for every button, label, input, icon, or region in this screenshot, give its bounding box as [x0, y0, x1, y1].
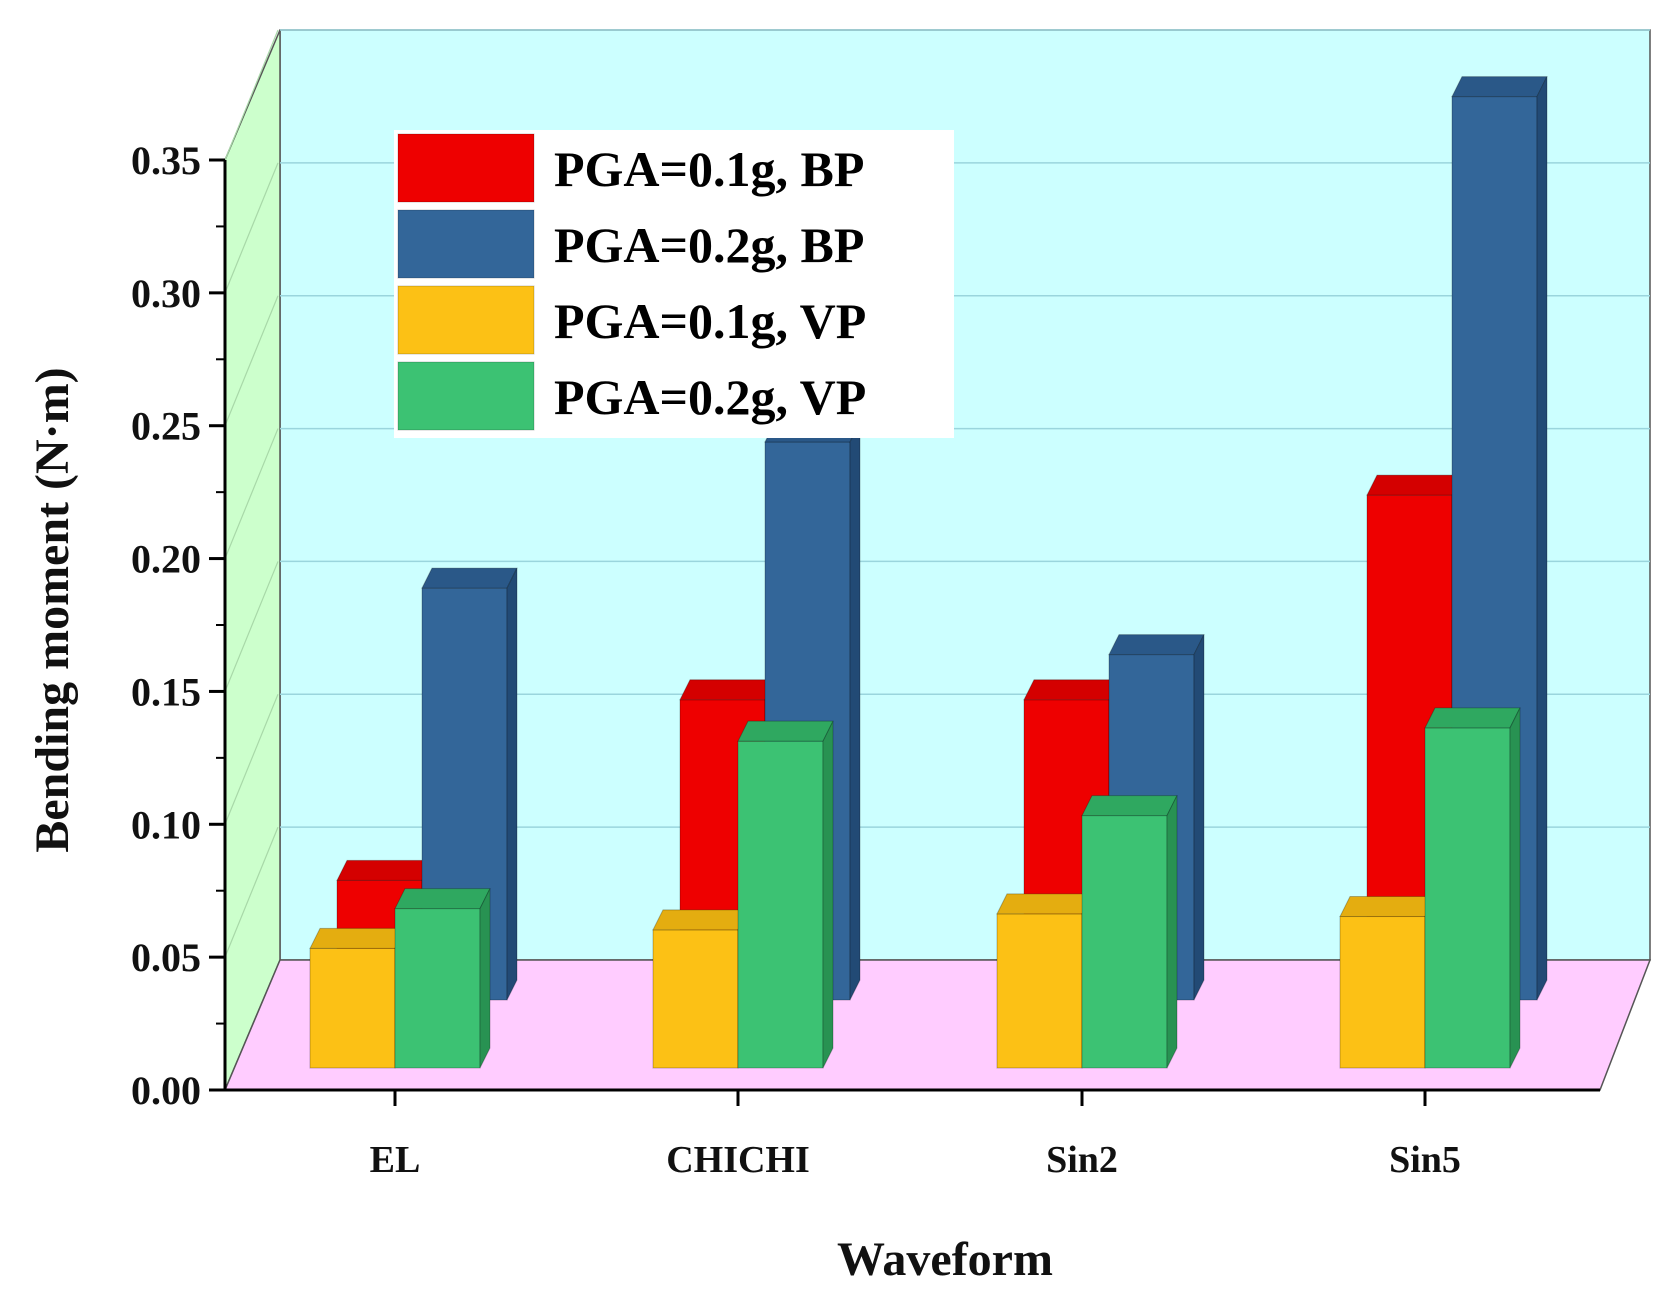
legend: PGA=0.1g, BP PGA=0.2g, BP PGA=0.1g, VP PGA=…: [394, 130, 954, 438]
side-wall: [224, 29, 281, 1091]
bar-sin5-2: [1339, 896, 1436, 1069]
bar-top-face: [1451, 76, 1548, 98]
x-tick-label: CHICHI: [666, 1139, 810, 1181]
bar-top-face: [1339, 896, 1436, 918]
x-tick-label: Sin2: [1046, 1139, 1118, 1181]
bar-top-face: [652, 909, 749, 931]
bar-el-2: [309, 927, 406, 1069]
y-tick-label: 0.35: [131, 138, 201, 183]
bar-front-face: [1424, 727, 1511, 1069]
bar-sin2-3: [1081, 795, 1178, 1069]
y-axis-title: Bending moment (N·m): [26, 367, 79, 852]
y-tick-label: 0.00: [131, 1068, 201, 1113]
bar-side-face: [822, 720, 834, 1069]
bar-el-3: [394, 888, 491, 1069]
bar-top-face: [1081, 795, 1178, 817]
legend-swatch: [397, 361, 535, 431]
y-tick-label: 0.10: [131, 802, 201, 847]
x-tick-label: Sin5: [1389, 1139, 1461, 1181]
bar-side-face: [506, 567, 518, 1001]
gridline-side: [224, 428, 279, 559]
bar-side-face: [849, 421, 861, 1001]
y-tick-label: 0.20: [131, 537, 201, 582]
bar-top-face: [1366, 474, 1463, 496]
bar-chichi-3: [737, 720, 834, 1069]
bar-side-face: [1536, 76, 1548, 1001]
bar-top-face: [1108, 634, 1205, 656]
gridline-side: [224, 162, 279, 294]
legend-label: PGA=0.1g, VP: [554, 293, 866, 349]
y-tick-label: 0.30: [131, 271, 201, 316]
bar-chichi-2: [652, 909, 749, 1069]
bar-side-face: [1193, 634, 1205, 1001]
y-tick-label: 0.15: [131, 669, 201, 714]
bar-front-face: [996, 913, 1083, 1069]
bar-side-face: [1166, 795, 1178, 1069]
y-axis-ticks: 0.00 0.05 0.10 0.15 0.20 0.25 0.30 0.35: [131, 138, 225, 1113]
bar-sin5-3: [1424, 707, 1521, 1069]
gridline-side: [224, 29, 279, 161]
gridline-side: [224, 561, 279, 692]
bar-sin2-2: [996, 893, 1093, 1069]
gridline-side: [224, 826, 279, 958]
x-tick-label: EL: [370, 1139, 421, 1181]
legend-label: PGA=0.2g, VP: [554, 369, 866, 425]
gridline-side: [224, 295, 279, 426]
bar-top-face: [421, 567, 518, 589]
legend-swatch: [397, 133, 535, 203]
y-tick-label: 0.25: [131, 404, 201, 449]
bar-front-face: [652, 929, 739, 1069]
bar-side-face: [1509, 707, 1521, 1069]
bar-top-face: [679, 679, 776, 701]
bar-front-face: [1339, 916, 1426, 1069]
bar-top-face: [737, 720, 834, 742]
bars: [309, 76, 1548, 1069]
bar-top-face: [996, 893, 1093, 915]
bar-front-face: [1081, 815, 1168, 1069]
bar-side-face: [479, 888, 491, 1069]
bar-top-face: [336, 859, 433, 881]
bar-top-face: [394, 888, 491, 910]
legend-swatch: [397, 285, 535, 355]
bar-top-face: [1424, 707, 1521, 729]
gridline-side: [224, 694, 279, 825]
x-axis-title: Waveform: [837, 1233, 1053, 1286]
bar-top-face: [1023, 679, 1120, 701]
bar-front-face: [309, 947, 396, 1069]
bar-top-face: [309, 927, 406, 949]
y-tick-label: 0.05: [131, 935, 201, 980]
bar-front-face: [394, 908, 481, 1069]
legend-label: PGA=0.2g, BP: [554, 217, 864, 273]
x-axis-ticks: EL CHICHI Sin2 Sin5: [370, 1090, 1461, 1181]
legend-label: PGA=0.1g, BP: [554, 141, 864, 197]
bar-front-face: [737, 740, 824, 1069]
legend-swatch: [397, 209, 535, 279]
